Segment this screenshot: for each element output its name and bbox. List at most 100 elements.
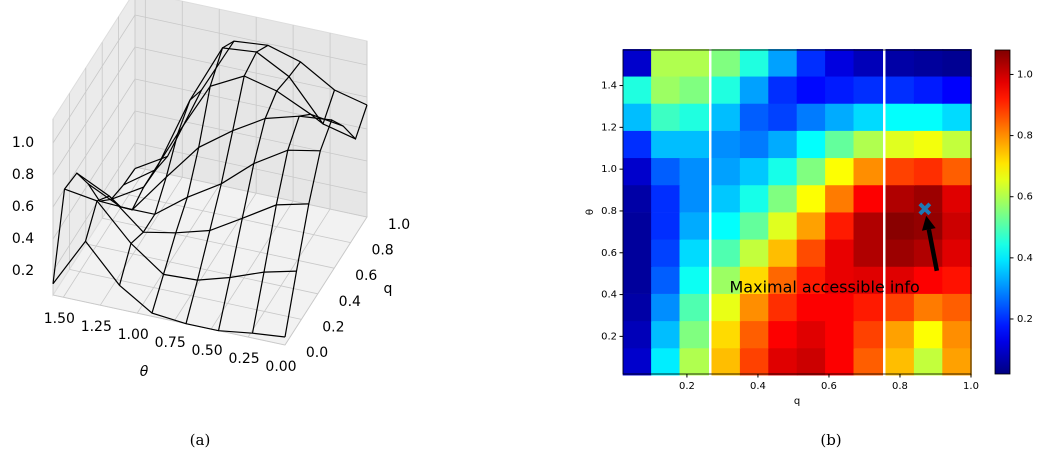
heat-cell xyxy=(768,320,798,349)
grid-line xyxy=(63,169,146,298)
heat-cell xyxy=(651,103,681,131)
x-axis-label: q xyxy=(384,281,393,297)
heat-cell xyxy=(651,320,681,349)
y-tick-label: 0.8 xyxy=(601,206,617,217)
heat-cell xyxy=(711,266,741,294)
heat-cell xyxy=(942,130,972,159)
x-tick-label: 0.2 xyxy=(679,381,695,392)
heat-cell xyxy=(885,266,915,294)
heat-cell xyxy=(679,157,710,186)
heat-cell xyxy=(796,239,827,267)
grid-line xyxy=(136,184,220,314)
y-tick-label: 0.6 xyxy=(601,248,617,259)
y-axis-label: θ xyxy=(140,364,149,380)
y-tick-label: 0.2 xyxy=(601,331,617,342)
heat-cell xyxy=(739,49,770,77)
heat-cell xyxy=(853,157,884,186)
grid-line xyxy=(134,14,368,66)
wire-line xyxy=(185,44,269,324)
y-tick-label: 0.75 xyxy=(155,335,186,351)
heat-cell xyxy=(651,347,681,376)
heat-cell xyxy=(711,157,741,186)
y-tick-label: 0.4 xyxy=(601,290,617,301)
heat-cell xyxy=(885,130,915,159)
heat-cell xyxy=(885,239,915,267)
grid-line xyxy=(52,294,286,346)
heat-cell xyxy=(913,130,944,159)
heat-cell xyxy=(885,76,915,104)
heat-cell xyxy=(768,212,798,240)
colorbar-tick-label: 0.2 xyxy=(1017,314,1033,325)
heat-cell xyxy=(679,293,710,322)
heat-cell xyxy=(679,239,710,267)
heat-cell xyxy=(825,239,855,267)
heat-cell xyxy=(739,293,770,322)
heat-cell xyxy=(885,49,915,77)
x-tick-label: 0.8 xyxy=(371,243,393,259)
wire-line xyxy=(123,47,356,186)
wire-line xyxy=(64,188,297,281)
wire-line xyxy=(284,104,368,338)
heat-cell xyxy=(825,49,855,77)
heat-cell xyxy=(679,103,710,131)
heat-cell xyxy=(768,130,798,159)
x-tick-label: 1.0 xyxy=(963,381,979,392)
heat-cell xyxy=(768,239,798,267)
heat-cell xyxy=(853,49,884,77)
heat-cell xyxy=(885,320,915,349)
heat-cell xyxy=(711,293,741,322)
heat-cell xyxy=(942,293,972,322)
heat-cell xyxy=(796,347,827,376)
arrow-shaft xyxy=(926,229,940,272)
heat-cell xyxy=(853,320,884,349)
heat-cell xyxy=(622,212,653,240)
annotation: Maximal accessible info xyxy=(729,277,919,296)
heat-cell xyxy=(622,347,653,376)
heat-cell xyxy=(885,184,915,213)
grid-line xyxy=(134,46,368,98)
heat-cell xyxy=(796,266,827,294)
z-tick-label: 0.4 xyxy=(12,231,34,247)
grid-line xyxy=(284,216,368,346)
wire-line xyxy=(52,240,286,338)
heat-cell xyxy=(622,293,653,322)
wire-line xyxy=(76,172,309,234)
heat-cell xyxy=(651,293,681,322)
heat-cell xyxy=(885,157,915,186)
heat-cell xyxy=(913,184,944,213)
wire-line xyxy=(217,61,301,331)
heat-cell xyxy=(622,157,653,186)
heat-cell xyxy=(739,76,770,104)
z-tick-label: 1.0 xyxy=(12,135,34,151)
grid-line xyxy=(247,208,331,338)
heat-cell xyxy=(825,184,855,213)
y-tick-label: 1.00 xyxy=(118,327,149,343)
wire-line xyxy=(99,115,332,211)
heat-cell xyxy=(651,239,681,267)
y-tick-label: 1.2 xyxy=(601,122,617,133)
colorbar xyxy=(994,49,1011,375)
heat-cell xyxy=(853,103,884,131)
plot-frame xyxy=(622,49,972,375)
heat-cell xyxy=(796,76,827,104)
heat-cell xyxy=(796,184,827,213)
heat-cell xyxy=(711,76,741,104)
heat-cell xyxy=(825,320,855,349)
heat-cell xyxy=(942,239,972,267)
heat-cell xyxy=(768,49,798,77)
grid-line xyxy=(52,46,136,176)
heat-cell xyxy=(711,49,741,77)
heat-cell xyxy=(651,157,681,186)
y-axis-label: θ xyxy=(585,209,596,215)
heat-cell xyxy=(942,103,972,131)
heat-cell xyxy=(739,103,770,131)
heat-cell xyxy=(711,347,741,376)
heat-cell xyxy=(942,76,972,104)
y-tick-label: 1.4 xyxy=(601,81,617,92)
wire-line xyxy=(110,75,344,200)
heat-cell xyxy=(768,347,798,376)
heat-cell xyxy=(942,157,972,186)
heat-cell xyxy=(679,184,710,213)
heat-cell xyxy=(825,76,855,104)
